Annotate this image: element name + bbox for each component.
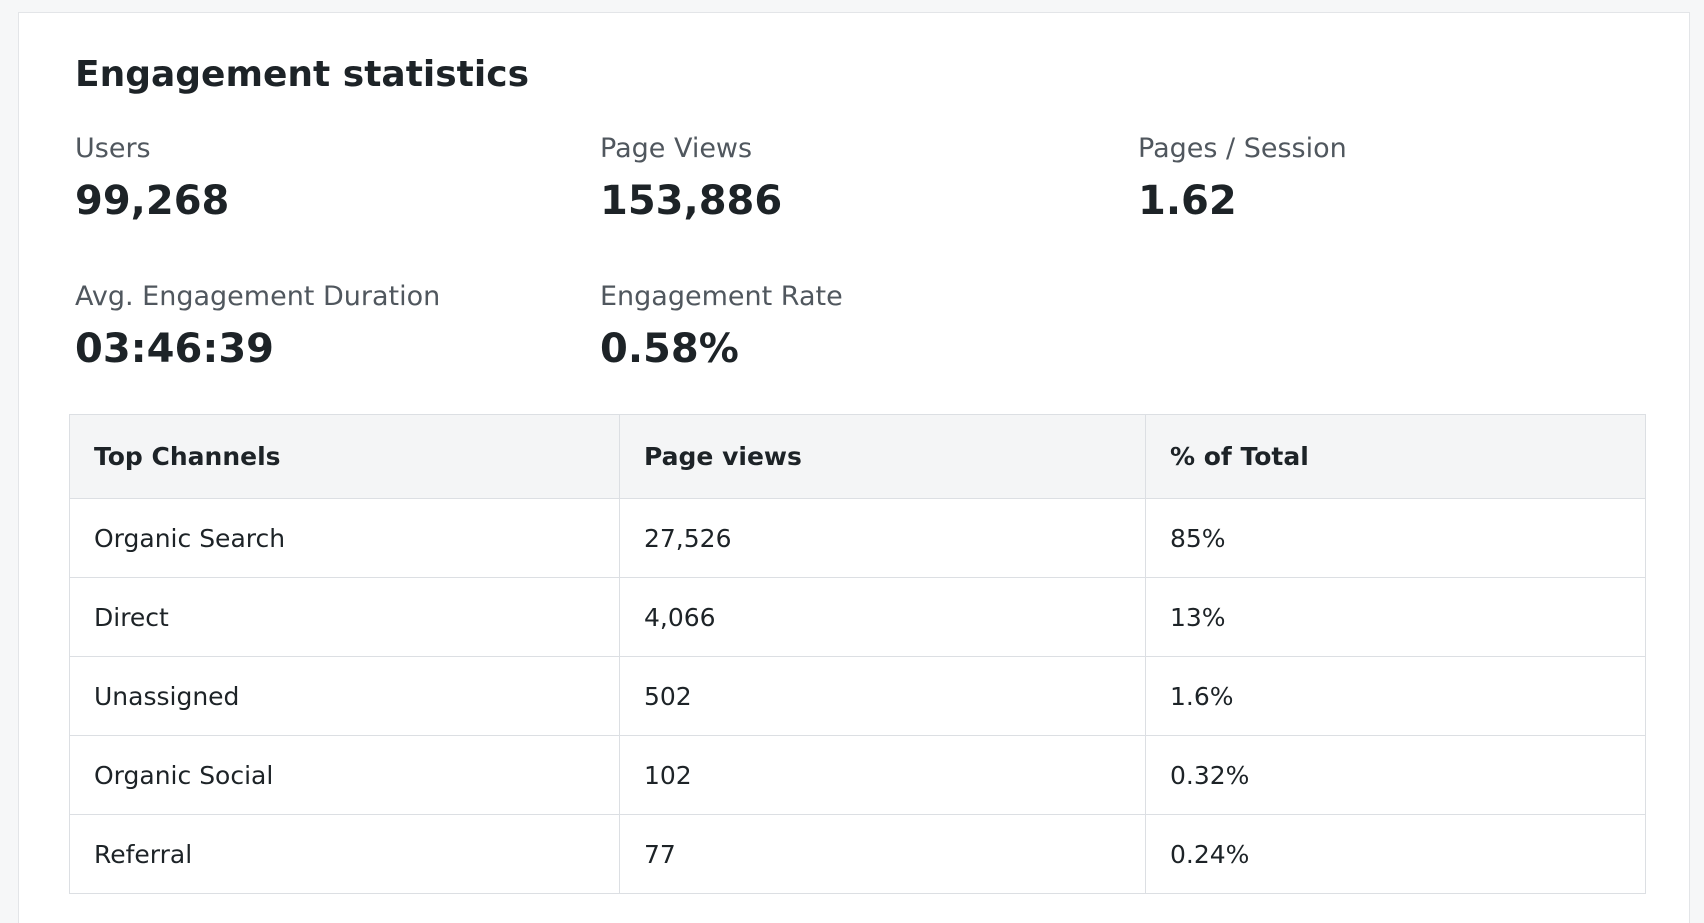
stat-label: Page Views xyxy=(600,133,753,164)
percent-total-cell: 85% xyxy=(1145,498,1646,578)
column-header-top-channels: Top Channels xyxy=(69,414,620,499)
page-views-cell: 4,066 xyxy=(619,577,1146,657)
table-row: Organic Search 27,526 85% xyxy=(69,498,1646,578)
stat-label: Avg. Engagement Duration xyxy=(75,281,441,312)
stat-label: Users xyxy=(75,133,151,164)
table-header-row: Top Channels Page views % of Total xyxy=(69,414,1646,499)
stat-value: 03:46:39 xyxy=(75,326,274,372)
stat-users: Users 99,268 xyxy=(75,131,229,227)
table-row: Direct 4,066 13% xyxy=(69,577,1646,657)
table-row: Organic Social 102 0.32% xyxy=(69,735,1646,815)
channel-name-cell: Organic Search xyxy=(69,498,620,578)
column-header-page-views: Page views xyxy=(619,414,1146,499)
page-views-cell: 27,526 xyxy=(619,498,1146,578)
stat-avg-engagement-duration: Avg. Engagement Duration 03:46:39 xyxy=(75,279,440,375)
stat-value: 1.62 xyxy=(1138,178,1237,224)
stat-value: 0.58% xyxy=(600,326,739,372)
percent-total-cell: 13% xyxy=(1145,577,1646,657)
page-views-cell: 502 xyxy=(619,656,1146,736)
percent-total-cell: 1.6% xyxy=(1145,656,1646,736)
top-channels-table: Top Channels Page views % of Total Organ… xyxy=(69,414,1646,894)
column-header-percent-of-total: % of Total xyxy=(1145,414,1646,499)
channel-name-cell: Organic Social xyxy=(69,735,620,815)
engagement-statistics-card: Engagement statistics Users 99,268 Page … xyxy=(18,12,1690,923)
table-row: Referral 77 0.24% xyxy=(69,814,1646,894)
stat-engagement-rate: Engagement Rate 0.58% xyxy=(600,279,843,375)
stat-label: Pages / Session xyxy=(1138,133,1347,164)
page-views-cell: 102 xyxy=(619,735,1146,815)
channel-name-cell: Direct xyxy=(69,577,620,657)
stat-value: 153,886 xyxy=(600,178,783,224)
stat-value: 99,268 xyxy=(75,178,230,224)
card-title: Engagement statistics xyxy=(75,54,529,95)
stat-page-views: Page Views 153,886 xyxy=(600,131,782,227)
stat-label: Engagement Rate xyxy=(600,281,843,312)
channel-name-cell: Referral xyxy=(69,814,620,894)
page-views-cell: 77 xyxy=(619,814,1146,894)
table-row: Unassigned 502 1.6% xyxy=(69,656,1646,736)
channel-name-cell: Unassigned xyxy=(69,656,620,736)
percent-total-cell: 0.32% xyxy=(1145,735,1646,815)
stat-pages-per-session: Pages / Session 1.62 xyxy=(1138,131,1347,227)
percent-total-cell: 0.24% xyxy=(1145,814,1646,894)
